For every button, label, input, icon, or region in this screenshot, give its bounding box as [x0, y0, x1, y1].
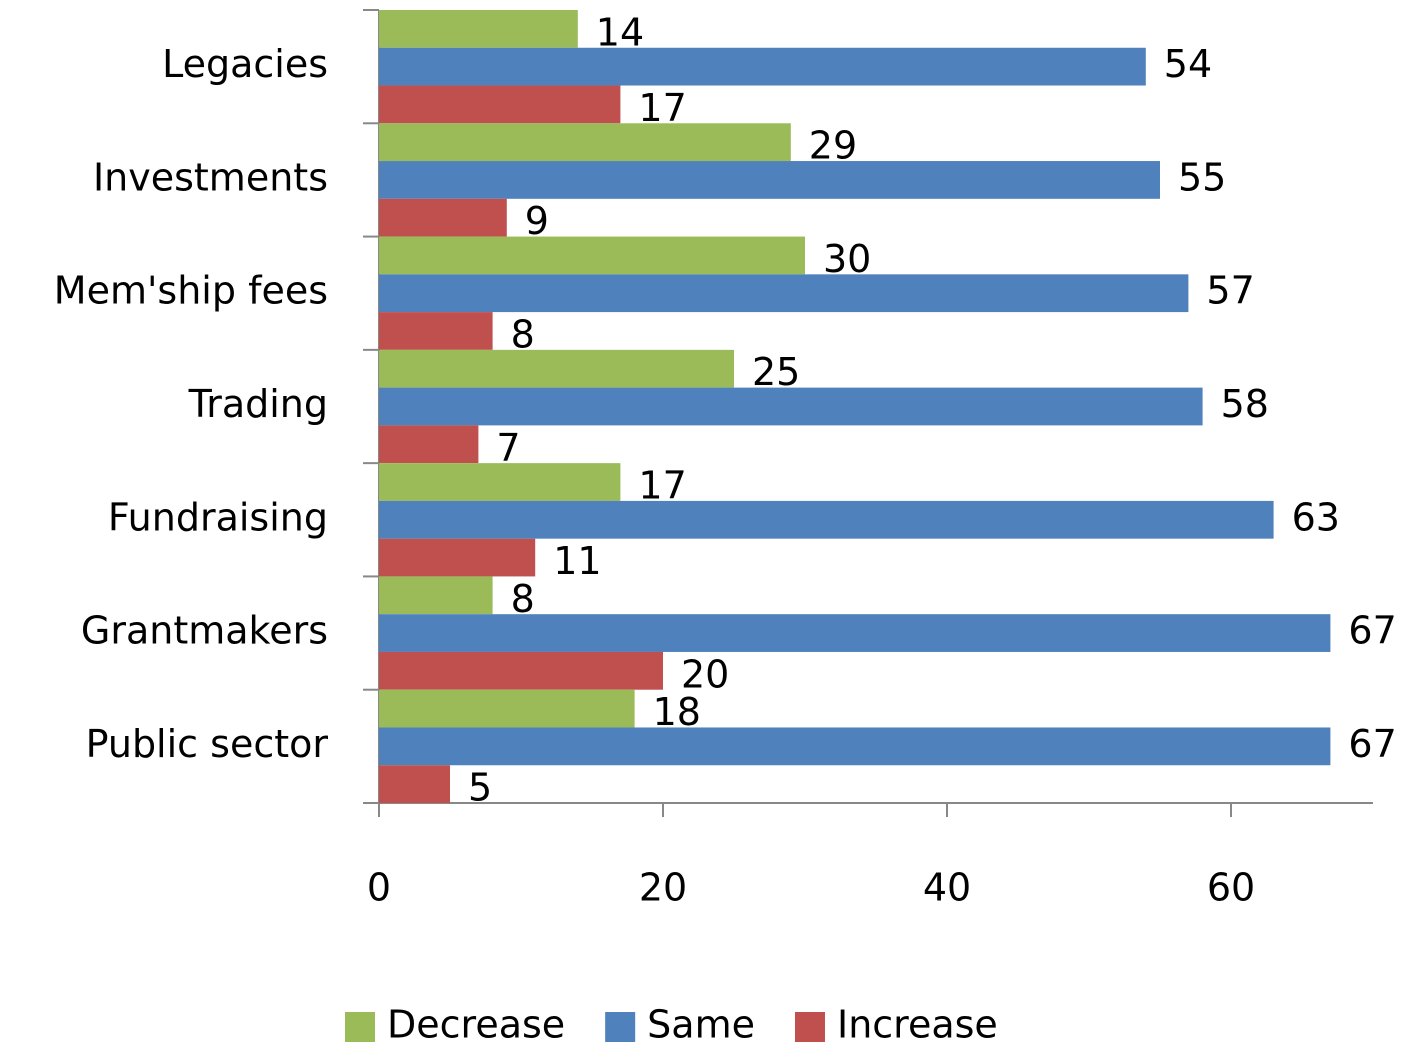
- bar: [379, 236, 805, 275]
- bar: [379, 727, 1331, 766]
- bar: [379, 500, 1274, 539]
- bar: [379, 85, 621, 124]
- category-label: Trading: [188, 382, 328, 426]
- bar: [379, 689, 635, 728]
- value-label: 8: [511, 312, 535, 356]
- category-label: Fundraising: [108, 495, 328, 539]
- bar: [379, 576, 493, 615]
- x-tick-label: 0: [367, 866, 391, 910]
- legend-swatch: [345, 1012, 375, 1042]
- value-label: 11: [553, 539, 601, 583]
- value-label: 67: [1348, 722, 1396, 766]
- value-label: 25: [752, 350, 800, 394]
- value-label: 30: [823, 237, 871, 281]
- legend-label: Increase: [837, 1003, 998, 1047]
- value-label: 29: [809, 124, 857, 168]
- value-label: 54: [1164, 42, 1212, 86]
- value-label: 8: [511, 577, 535, 621]
- bar: [379, 614, 1331, 652]
- bar: [379, 47, 1146, 86]
- bar: [379, 161, 1160, 199]
- bar: [379, 463, 621, 501]
- category-label: Legacies: [162, 42, 328, 86]
- value-label: 58: [1221, 382, 1269, 426]
- category-label: Investments: [93, 155, 328, 199]
- value-label: 63: [1292, 495, 1340, 539]
- category-label: Mem'ship fees: [54, 269, 328, 313]
- bar: [379, 387, 1203, 426]
- bar: [379, 765, 450, 803]
- bar: [379, 198, 507, 237]
- bar: [379, 651, 663, 690]
- legend-swatch: [794, 1012, 825, 1042]
- value-label: 20: [681, 652, 729, 696]
- value-label: 17: [638, 86, 686, 130]
- bar: [379, 10, 578, 48]
- x-tick-label: 40: [923, 866, 971, 910]
- x-tick-label: 20: [639, 866, 687, 910]
- bar: [379, 349, 734, 388]
- value-label: 55: [1178, 155, 1226, 199]
- value-label: 5: [468, 766, 492, 810]
- category-label: Grantmakers: [81, 609, 328, 653]
- value-label: 9: [525, 199, 549, 243]
- value-label: 67: [1348, 609, 1396, 653]
- bar: [379, 425, 479, 464]
- legend-swatch: [605, 1012, 636, 1042]
- value-label: 57: [1206, 269, 1254, 313]
- value-label: 18: [653, 690, 701, 734]
- legend-label: Same: [647, 1003, 755, 1047]
- legend-label: Decrease: [387, 1003, 565, 1047]
- category-label: Public sector: [86, 722, 329, 766]
- value-label: 14: [596, 10, 644, 54]
- bar: [379, 538, 536, 577]
- value-label: 7: [496, 426, 520, 470]
- x-tick-label: 60: [1207, 866, 1255, 910]
- bar: [379, 123, 791, 162]
- value-label: 17: [638, 464, 686, 508]
- bar: [379, 274, 1189, 313]
- bar: [379, 312, 493, 350]
